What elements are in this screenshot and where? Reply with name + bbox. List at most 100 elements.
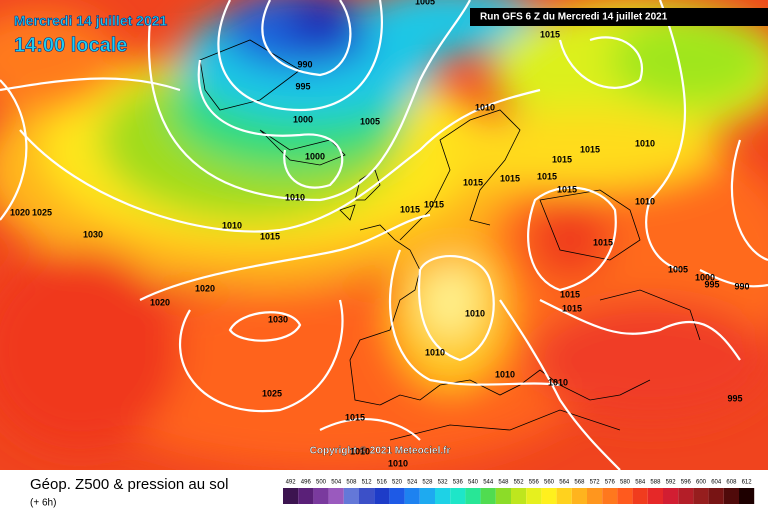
legend-label: 604	[711, 480, 722, 486]
isobar-labels: 1005990995100010001005101010101015103010…	[10, 0, 750, 468]
isobar-label: 1015	[500, 173, 520, 183]
legend-swatch	[571, 488, 587, 504]
legend-label: 580	[620, 480, 631, 486]
legend-swatch	[343, 488, 359, 504]
legend-label: 612	[742, 480, 753, 486]
legend-label: 584	[635, 480, 646, 486]
legend-label: 592	[666, 480, 677, 486]
legend-label: 520	[392, 480, 403, 486]
legend-label: 560	[544, 480, 555, 486]
copyright: Copyright © 2021 Meteociel.fr	[310, 446, 451, 457]
legend-swatch	[495, 488, 511, 504]
isobar-label: 1020	[195, 283, 215, 293]
legend-label: 496	[301, 480, 312, 486]
isobar-label: 995	[727, 393, 742, 403]
legend-label: 608	[726, 480, 737, 486]
isobar-label: 1010	[285, 192, 305, 202]
isobar-label: 1005	[360, 116, 380, 126]
legend-swatch	[283, 488, 299, 504]
legend-swatch	[647, 488, 663, 504]
isobar-label: 1015	[560, 289, 580, 299]
isobar-label: 1030	[268, 314, 288, 324]
legend-label: 492	[286, 480, 297, 486]
legend-label: 504	[331, 480, 342, 486]
isobar-label: 1000	[695, 272, 715, 282]
isobar-label: 1010	[635, 138, 655, 148]
isobar-label: 1025	[32, 207, 52, 217]
isobar-label: 1015	[580, 144, 600, 154]
isobar-label: 1015	[400, 204, 420, 214]
valid-date: Mercredi 14 juillet 2021	[14, 13, 168, 29]
footer-title: Géop. Z500 & pression au sol	[30, 476, 228, 493]
legend-label: 540	[468, 480, 479, 486]
legend-swatch	[450, 488, 466, 504]
map	[0, 0, 768, 470]
legend-label: 556	[529, 480, 540, 486]
isobar-label: 1005	[668, 264, 688, 274]
isobar-label: 1030	[83, 229, 103, 239]
isobar-label: 990	[734, 281, 749, 291]
legend-swatch	[556, 488, 572, 504]
isobar-label: 1015	[562, 303, 582, 313]
legend-label: 576	[605, 480, 616, 486]
legend-swatch	[359, 488, 375, 504]
legend-swatch	[708, 488, 724, 504]
legend-swatch	[587, 488, 603, 504]
isobar-label: 1020	[150, 297, 170, 307]
isobar-label: 1015	[540, 29, 560, 39]
legend-swatch	[663, 488, 679, 504]
isobar-label: 1010	[495, 369, 515, 379]
legend-label: 548	[498, 480, 509, 486]
legend-label: 532	[438, 480, 449, 486]
isobar-label: 1015	[593, 237, 613, 247]
legend-swatch	[678, 488, 694, 504]
isobar-label: 1010	[635, 196, 655, 206]
isobar-label: 1025	[262, 388, 282, 398]
legend-swatch	[526, 488, 542, 504]
color-legend: 492 496 500 504 508 512 516 520 524 528 532 536 540 5…	[283, 480, 755, 504]
isobar-label: 1000	[305, 151, 325, 161]
isobar-label: 1015	[345, 412, 365, 422]
isobar-label: 1010	[350, 446, 370, 456]
legend-label: 588	[650, 480, 661, 486]
legend-swatch	[435, 488, 451, 504]
legend-swatch	[723, 488, 739, 504]
legend-label: 512	[362, 480, 373, 486]
legend-swatch	[693, 488, 709, 504]
isobar-label: 995	[704, 279, 719, 289]
legend-label: 524	[407, 480, 418, 486]
legend-swatch	[617, 488, 633, 504]
legend-swatch	[465, 488, 481, 504]
legend-swatch	[389, 488, 405, 504]
legend-label: 600	[696, 480, 707, 486]
legend-label: 564	[559, 480, 570, 486]
footer-lead: (+ 6h)	[30, 498, 56, 509]
legend-swatch	[374, 488, 390, 504]
isobar-label: 1015	[537, 171, 557, 181]
isobar-label: 1015	[463, 177, 483, 187]
legend-swatch	[511, 488, 527, 504]
legend-label: 536	[453, 480, 464, 486]
legend-swatch	[739, 488, 755, 504]
isobar-label: 1010	[475, 102, 495, 112]
legend-swatch	[419, 488, 435, 504]
isobar-label: 990	[297, 59, 312, 69]
isobar-label: 1005	[415, 0, 435, 6]
legend-label: 508	[346, 480, 357, 486]
isobar-label: 995	[295, 81, 310, 91]
legend-label: 572	[590, 480, 601, 486]
legend-swatch	[632, 488, 648, 504]
legend-swatch	[602, 488, 618, 504]
legend-swatch	[541, 488, 557, 504]
legend-swatch	[328, 488, 344, 504]
legend-label: 500	[316, 480, 327, 486]
isobar-label: 1015	[552, 154, 572, 164]
legend-swatch	[480, 488, 496, 504]
isobar-label: 1015	[557, 184, 577, 194]
legend-swatch	[298, 488, 314, 504]
isobar-label: 1010	[222, 220, 242, 230]
isobar-label: 1020	[10, 207, 30, 217]
legend-label: 528	[422, 480, 433, 486]
legend-label: 596	[681, 480, 692, 486]
